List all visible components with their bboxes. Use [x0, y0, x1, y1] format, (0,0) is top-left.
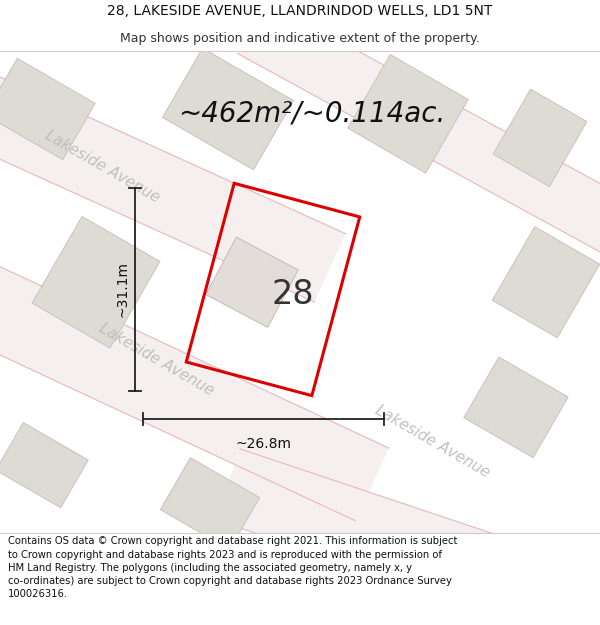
Polygon shape: [238, 1, 600, 261]
Text: Map shows position and indicative extent of the property.: Map shows position and indicative extent…: [120, 32, 480, 45]
Polygon shape: [216, 449, 600, 625]
Text: ~462m²/~0.114ac.: ~462m²/~0.114ac.: [178, 100, 446, 128]
Text: Lakeside Avenue: Lakeside Avenue: [372, 402, 492, 480]
Polygon shape: [348, 54, 468, 173]
Polygon shape: [464, 357, 568, 457]
Polygon shape: [160, 458, 260, 549]
Text: Contains OS data © Crown copyright and database right 2021. This information is : Contains OS data © Crown copyright and d…: [8, 536, 457, 599]
Polygon shape: [492, 227, 600, 338]
Polygon shape: [0, 58, 95, 159]
Text: Lakeside Avenue: Lakeside Avenue: [96, 321, 216, 398]
Polygon shape: [0, 265, 389, 521]
Polygon shape: [163, 48, 293, 170]
Polygon shape: [32, 216, 160, 348]
Text: Lakeside Avenue: Lakeside Avenue: [42, 128, 162, 206]
Polygon shape: [206, 237, 298, 328]
Polygon shape: [0, 75, 346, 302]
Text: 28, LAKESIDE AVENUE, LLANDRINDOD WELLS, LD1 5NT: 28, LAKESIDE AVENUE, LLANDRINDOD WELLS, …: [107, 4, 493, 18]
Text: 28: 28: [272, 278, 314, 311]
Text: ~31.1m: ~31.1m: [116, 261, 130, 318]
Polygon shape: [493, 89, 587, 187]
Text: ~26.8m: ~26.8m: [235, 438, 292, 451]
Polygon shape: [0, 422, 88, 508]
